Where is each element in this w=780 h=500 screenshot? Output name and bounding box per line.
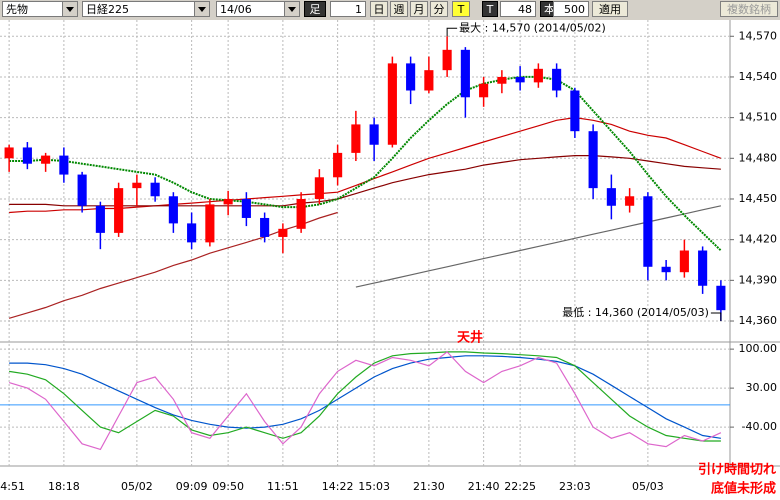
x-tick-label: 09:50 xyxy=(212,480,244,493)
candle-body xyxy=(4,147,14,159)
contract-text: 14/06 xyxy=(220,3,252,16)
candle-body xyxy=(278,228,288,237)
candle-body xyxy=(351,124,361,153)
x-tick-label: 21:40 xyxy=(468,480,500,493)
y-tick-label: 14,540 xyxy=(739,70,778,83)
candle-body xyxy=(406,63,416,91)
x-tick-label: 05/03 xyxy=(632,480,664,493)
series-line xyxy=(9,155,721,207)
max-label: 最大 : 14,570 (2014/05/02) xyxy=(459,20,606,34)
bar-input[interactable]: 1 xyxy=(330,1,366,17)
candle-body xyxy=(698,250,708,286)
candle-body xyxy=(260,217,270,237)
y-tick-label: 30.00 xyxy=(746,381,778,394)
candle-body xyxy=(95,205,105,233)
product-select[interactable]: 先物 xyxy=(2,1,78,17)
day-button[interactable]: 日 xyxy=(370,1,388,17)
candle-body xyxy=(515,76,525,83)
candle-body xyxy=(588,131,598,189)
candle-body xyxy=(533,68,543,83)
candle-body xyxy=(314,177,324,199)
candle-body xyxy=(679,250,689,273)
y-tick-label: 14,360 xyxy=(739,314,778,327)
contract-select[interactable]: 14/06 xyxy=(216,1,300,17)
x-tick-label: 15:03 xyxy=(358,480,390,493)
minute-button[interactable]: 分 xyxy=(430,1,448,17)
candle-body xyxy=(187,223,197,243)
min-label: 最低 : 14,360 (2014/05/03) xyxy=(562,306,709,319)
x-tick-label: 05/02 xyxy=(121,480,153,493)
bottom-annotation: 底値未形成 xyxy=(711,481,776,497)
multi-button[interactable]: 複数銘柄 xyxy=(720,1,778,17)
apply-button[interactable]: 適用 xyxy=(592,1,628,17)
candle-body xyxy=(643,196,653,267)
candle-body xyxy=(41,155,51,164)
candle-body xyxy=(570,90,580,132)
candle-body xyxy=(150,182,160,197)
y-tick-label: 14,510 xyxy=(739,111,778,124)
x-tick-label: 14:22 xyxy=(322,480,354,493)
index-select[interactable]: 日経225 xyxy=(82,1,210,17)
x-tick-label: 11:51 xyxy=(267,480,299,493)
series-line xyxy=(9,351,721,442)
series-line xyxy=(355,205,722,288)
y-tick-label: 14,420 xyxy=(739,233,778,246)
bottom-annotation: 引け時間切れ xyxy=(698,462,776,478)
bars-input[interactable]: 500 xyxy=(553,1,589,17)
candle-body xyxy=(424,70,434,91)
min-leader xyxy=(710,312,722,322)
y-tick-label: 14,390 xyxy=(739,273,778,286)
y-tick-label: 14,450 xyxy=(739,192,778,205)
candle-body xyxy=(168,196,178,224)
candle-body xyxy=(59,155,69,175)
series-line xyxy=(9,355,721,439)
candle-body xyxy=(497,76,507,84)
candle-body xyxy=(479,83,489,98)
y-tick-label: 100.00 xyxy=(739,342,778,355)
count-input[interactable]: 48 xyxy=(500,1,536,17)
y-tick-label: 14,570 xyxy=(739,29,778,42)
tick-button[interactable]: T xyxy=(452,1,470,17)
y-tick-label: 14,480 xyxy=(739,151,778,164)
candle-body xyxy=(333,152,343,178)
product-text: 先物 xyxy=(6,3,28,16)
top-annotation: 天井 xyxy=(457,330,483,346)
candle-body xyxy=(552,68,562,91)
max-leader xyxy=(446,27,458,37)
x-tick-label: 22:25 xyxy=(504,480,536,493)
x-tick-label: 18:18 xyxy=(48,480,80,493)
y-tick-label: -40.00 xyxy=(742,420,777,433)
candle-body xyxy=(460,49,470,98)
x-tick-label: 09:09 xyxy=(176,480,208,493)
candle-body xyxy=(77,174,87,206)
candle-body xyxy=(442,49,452,71)
candle-body xyxy=(606,188,616,206)
bar-label: 足 xyxy=(304,1,326,17)
index-text: 日経225 xyxy=(86,3,129,16)
candle-body xyxy=(223,198,233,205)
candle-body xyxy=(716,285,726,311)
candle-body xyxy=(241,198,251,218)
candle-body xyxy=(369,124,379,145)
candle-body xyxy=(114,188,124,233)
toolbar: 先物 日経225 14/06 足 1 日 週 月 分 T T 48 本数 500… xyxy=(0,0,780,21)
candle-body xyxy=(205,204,215,243)
month-button[interactable]: 月 xyxy=(410,1,428,17)
candle-body xyxy=(625,196,635,206)
candle-body xyxy=(132,182,142,189)
x-tick-label: 21:30 xyxy=(413,480,445,493)
candle-body xyxy=(22,147,32,164)
candle-body xyxy=(387,63,397,145)
t-label: T xyxy=(482,1,498,17)
week-button[interactable]: 週 xyxy=(390,1,408,17)
series-line xyxy=(8,351,722,451)
x-tick-label: 23:03 xyxy=(559,480,591,493)
x-tick-label: 14:51 xyxy=(0,480,25,493)
chart: 14,360 14,390 14,420 14,450 14,480 14,510 14,5… xyxy=(0,20,780,500)
candle-body xyxy=(296,198,306,229)
candle-body xyxy=(661,266,671,273)
series-line xyxy=(9,75,722,252)
